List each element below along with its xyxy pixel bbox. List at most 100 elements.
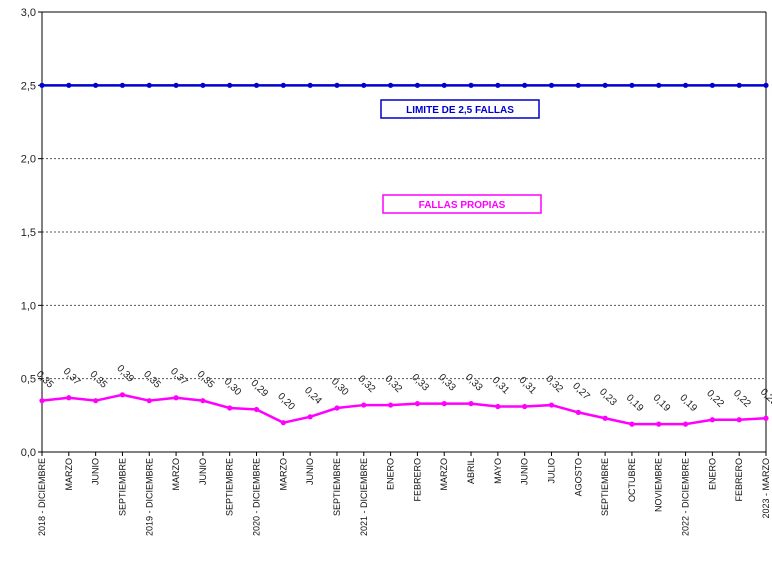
y-tick-label: 3,0 [21,7,36,19]
limit-point [361,82,367,88]
own-failures-line [41,393,767,426]
y-tick-label: 2,0 [21,154,36,166]
limit-point [629,82,635,88]
limit-point [93,82,99,88]
x-tick-label: 2023 - MARZO [761,458,771,519]
series-group [39,82,769,427]
own-failures-point [575,409,581,415]
own-failures-point [334,405,340,411]
x-tick-label: NOVIEMBRE [654,458,664,512]
limit-point [548,82,555,88]
limit-point [495,82,501,88]
own-failures-point [495,403,501,410]
x-tick-label: JUNIO [520,458,530,485]
legend-label-limit: LIMITE DE 2,5 FALLAS [406,105,514,116]
own-failures-point [548,402,555,408]
limit-point [441,82,447,88]
own-failures-point [682,421,689,427]
x-tick-label: SEPTIEMBRE [117,458,127,516]
own-failures-point [361,402,367,408]
y-tick-label: 2,5 [21,80,36,92]
limit-point [763,82,769,88]
legend-box-own-failures: FALLAS PROPIAS [382,194,542,214]
own-failures-point [173,395,179,401]
own-failures-point [709,417,715,423]
limit-point [173,82,179,88]
limit-point [280,82,286,88]
x-tick-labels: 2018 - DICIEMBRE MARZO JUNIO SEPTIEMBRE 2019… [37,458,771,536]
own-failures-point [736,417,742,423]
x-tick-label: FEBRERO [734,458,744,502]
y-tick-label: 0,0 [21,447,36,459]
own-failures-point [602,415,608,421]
own-failures-point [200,398,206,404]
legend-box-limit: LIMITE DE 2,5 FALLAS [380,99,540,119]
x-tick-label: MARZO [439,458,449,491]
own-failures-point [468,401,474,407]
x-tick-label: SEPTIEMBRE [600,458,610,516]
limit-point [414,82,421,88]
limit-point [227,82,233,88]
x-tick-label: 2021 - DICIEMBRE [359,458,369,536]
x-tick-label: JUNIO [198,458,208,485]
own-failures-point [763,415,769,421]
own-failures-point [119,392,126,398]
own-failures-point [39,398,45,404]
x-tick-label: OCTUBRE [627,458,637,502]
x-tick-label: ENERO [386,458,396,490]
limit-point [602,82,608,88]
limit-point [200,82,206,88]
own-failures-point [93,398,99,404]
limit-point [387,82,394,88]
x-tick-label: ENERO [707,458,717,490]
limit-point [146,82,152,88]
x-tick-label: ABRIL [466,458,476,484]
x-tick-label: FEBRERO [412,458,422,502]
x-tick-label: MARZO [278,458,288,491]
own-failures-point [629,421,635,427]
limit-point [253,82,260,88]
x-tick-label: 2020 - DICIEMBRE [252,458,262,536]
legend-label-own-failures: FALLAS PROPIAS [419,200,506,211]
limit-point [656,82,662,88]
x-tick-label: 2019 - DICIEMBRE [144,458,154,536]
limit-point [334,82,340,88]
limit-point [468,82,474,88]
limit-point [575,82,581,88]
x-tick-label: SEPTIEMBRE [225,458,235,516]
x-tick-label: SEPTIEMBRE [332,458,342,516]
limit-point [39,82,45,88]
limit-point [682,82,689,88]
own-failures-point [307,414,313,420]
limit-point [522,82,528,88]
own-failures-point [253,406,260,413]
own-failures-point [146,398,152,404]
limit-point [119,82,126,88]
own-failures-point [441,401,447,407]
limit-point [66,82,72,88]
x-tick-label: MAYO [493,458,503,484]
own-failures-point [66,395,72,401]
y-tick-label: 1,0 [21,300,36,312]
limit-point [709,82,715,88]
y-tick-label: 0,5 [21,374,36,386]
x-tick-label: JULIO [546,458,556,484]
own-failures-point [280,420,286,426]
x-tick-label: 2018 - DICIEMBRE [37,458,47,536]
x-tick-label: AGOSTO [573,458,583,496]
x-tick-label: JUNIO [91,458,101,485]
x-tick-label: MARZO [171,458,181,491]
x-tick-label: 2022 - DICIEMBRE [681,458,691,536]
limit-point [307,82,313,88]
x-tick-label: JUNIO [305,458,315,485]
x-tick-label: MARZO [64,458,74,491]
y-tick-label: 1,5 [21,227,36,239]
own-failures-point [414,401,421,407]
own-failures-point [656,421,662,427]
own-failures-point [387,402,394,408]
own-failures-point [522,403,528,410]
y-tick-labels: 0,0 0,5 1,0 1,5 2,0 2,5 3,0 [21,7,36,459]
own-failures-point [227,405,233,411]
